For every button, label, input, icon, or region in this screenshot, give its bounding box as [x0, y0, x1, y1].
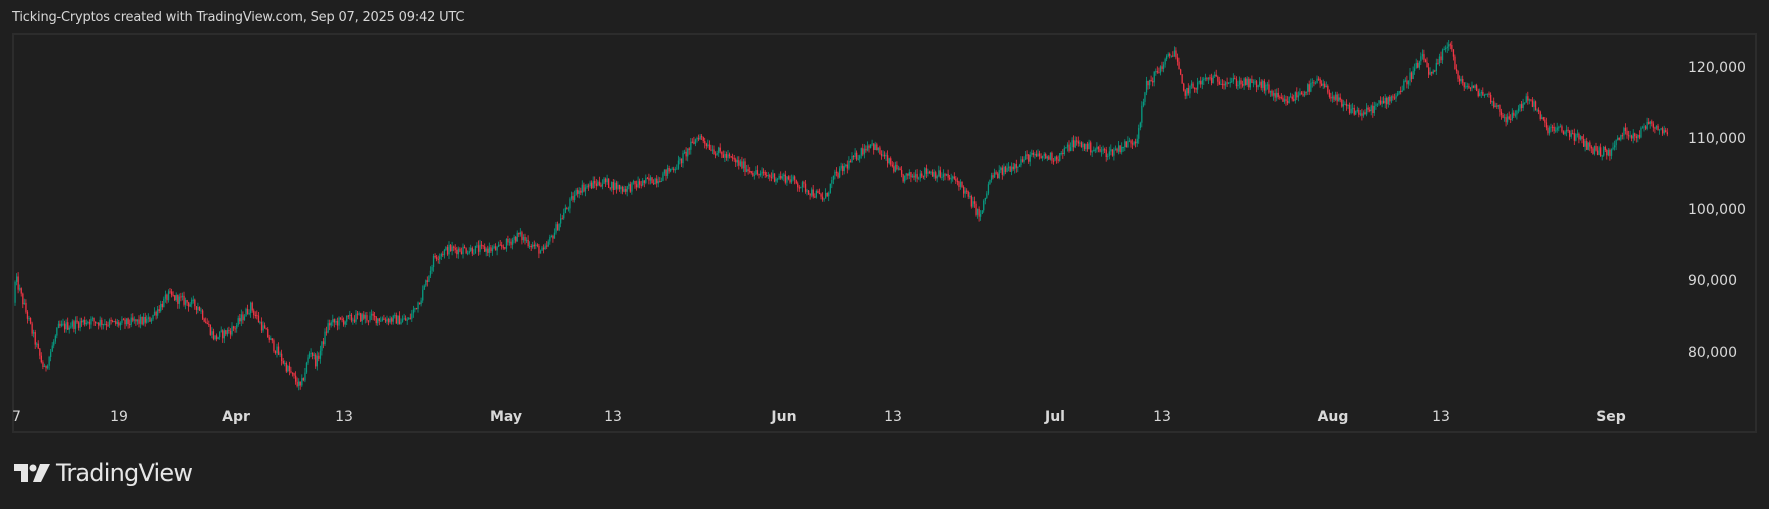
price-axis-label: 120,000: [1688, 59, 1746, 76]
price-axis-label: 80,000: [1688, 344, 1737, 361]
price-axis-label: 100,000: [1688, 202, 1746, 219]
time-axis-label: May: [489, 409, 523, 425]
price-axis-label: 90,000: [1688, 273, 1737, 290]
chart-pane[interactable]: [12, 33, 1757, 433]
time-axis-label: 13: [1432, 409, 1450, 425]
time-axis-label: Sep: [1596, 409, 1626, 425]
time-axis-label: Apr: [222, 409, 250, 425]
tradingview-wordmark: TradingView: [56, 459, 193, 487]
time-axis-label: 13: [884, 409, 902, 425]
time-axis-label: 13: [335, 409, 353, 425]
time-axis-label: 13: [604, 409, 622, 425]
tradingview-logo[interactable]: TradingView: [14, 459, 193, 487]
time-axis-label: Jul: [1045, 409, 1065, 425]
price-axis-label: 110,000: [1688, 131, 1746, 147]
tradingview-logo-icon: [14, 464, 50, 482]
time-axis-label: 13: [1153, 409, 1171, 425]
time-axis-label: Jun: [771, 409, 797, 425]
chart-caption: Ticking-Cryptos created with TradingView…: [12, 10, 465, 25]
time-axis-label: 19: [110, 409, 128, 425]
time-axis-label: 7: [12, 409, 21, 425]
time-axis-label: Aug: [1317, 409, 1349, 425]
